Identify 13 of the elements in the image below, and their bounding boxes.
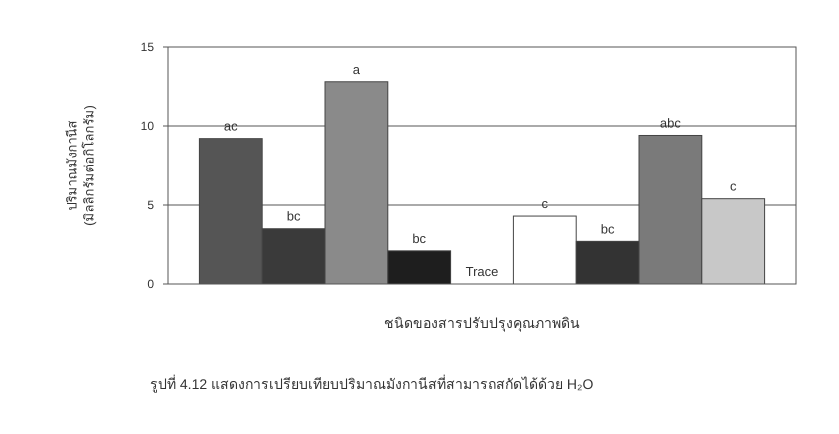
data-label: bc	[600, 221, 615, 236]
y-axis-title: ปริมาณมังกานีส (มิลลิกรัมต่อกิโลกรัม)	[64, 105, 96, 226]
y-tick-label: 0	[147, 277, 154, 291]
y-tick-label: 5	[147, 198, 154, 212]
text: Trace	[466, 264, 498, 279]
data-label: bc	[412, 230, 427, 246]
text: รูปที่ 4.12 แสดงการเปรียบเทียบปริมาณมังกานีสที่สามารถสกัดได้ด้วย H₂O	[150, 375, 594, 393]
y-tick-label: 10	[140, 119, 154, 133]
data-label: a	[352, 62, 361, 77]
y-tick-label: 15	[140, 40, 154, 54]
data-label: c	[730, 178, 737, 194]
data-label: bc	[286, 208, 301, 224]
x-axis-title: ชนิดของสารปรับปรุงคุณภาพดิน	[384, 315, 580, 332]
